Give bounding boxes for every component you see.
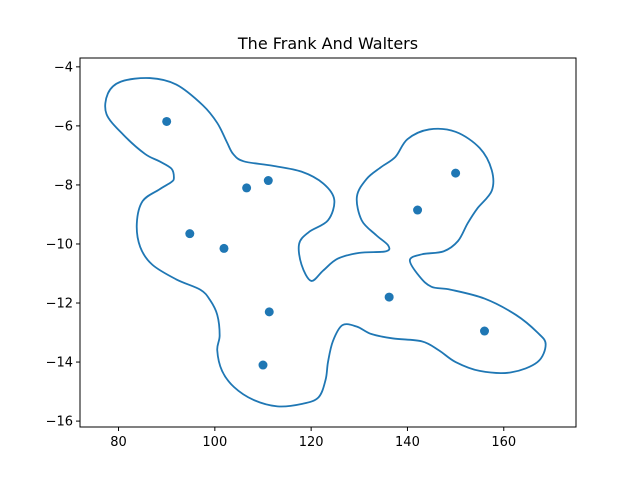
- y-tick-label: −14: [46, 356, 73, 371]
- plot-area: [80, 58, 576, 427]
- y-tick-label: −8: [54, 178, 73, 193]
- scatter-point-6: [264, 307, 274, 317]
- scatter-point-8: [384, 292, 394, 302]
- y-tick-label: −10: [46, 237, 73, 252]
- scatter-point-4: [185, 229, 195, 239]
- x-tick-label: 120: [299, 435, 324, 450]
- boundary-contour: [104, 77, 547, 408]
- chart-title: The Frank And Walters: [237, 34, 418, 53]
- scatter-point-11: [480, 326, 490, 336]
- y-tick-label: −12: [46, 297, 73, 312]
- scatter-point-10: [451, 168, 461, 178]
- scatter-point-5: [219, 243, 229, 253]
- scatter-point-3: [263, 176, 273, 186]
- y-tick-label: −16: [46, 415, 73, 430]
- scatter-point-9: [413, 205, 423, 215]
- y-tick-label: −4: [54, 60, 73, 75]
- scatter-point-2: [242, 183, 252, 193]
- axes: 80 100 120 140 160 −16 −14 −12 −10 −8 −6 −4: [46, 57, 577, 450]
- scatter-point-1: [162, 116, 172, 126]
- x-tick-label: 80: [110, 435, 127, 450]
- y-tick-label: −6: [54, 119, 73, 134]
- x-tick-label: 140: [395, 435, 420, 450]
- plot-marks: [104, 77, 547, 408]
- x-tick-label: 100: [202, 435, 227, 450]
- axes-frame: [79, 57, 577, 428]
- x-tick-label: 160: [491, 435, 516, 450]
- scatter-point-7: [258, 360, 268, 370]
